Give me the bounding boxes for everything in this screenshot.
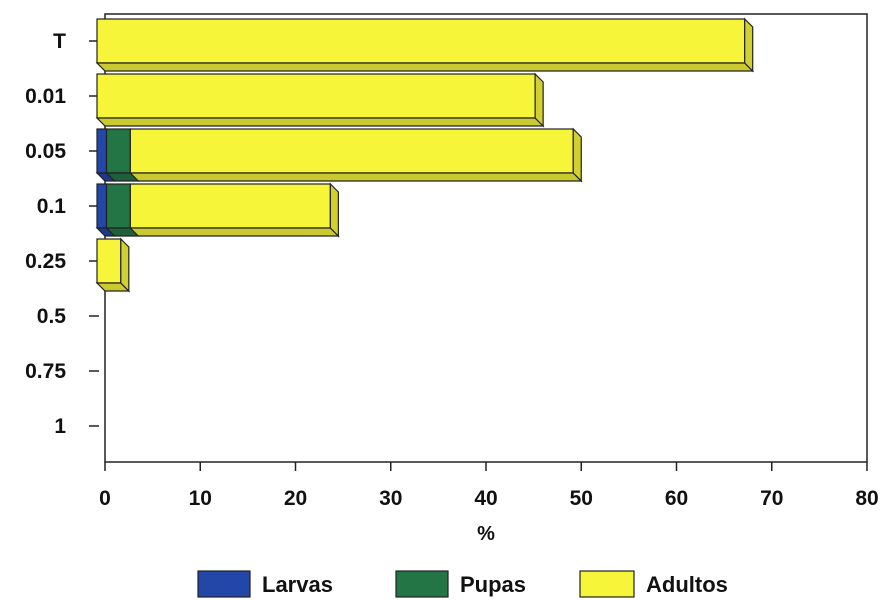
x-tick-label: 40 (474, 487, 497, 510)
bar-segment-adultos (96, 18, 746, 64)
legend-swatch-pupas (395, 570, 449, 598)
bar-segment-larvas (96, 183, 108, 229)
y-tick-label: T (53, 30, 66, 53)
bar-end-face (329, 182, 339, 238)
x-tick-label: 0 (99, 487, 111, 510)
x-axis-title: % (477, 523, 495, 545)
y-tick-label: 0.75 (25, 360, 66, 383)
bar-end-face (120, 237, 130, 293)
bar-end-face (744, 17, 754, 73)
y-tick-label: 0.25 (25, 250, 66, 273)
legend: Larvas Pupas Adultos (197, 570, 728, 598)
y-tick-label: 0.05 (25, 140, 66, 163)
legend-swatch-larvas (197, 570, 251, 598)
x-tick-label: 20 (284, 487, 307, 510)
x-tick-label: 70 (760, 487, 783, 510)
bar-segment-depth (128, 227, 340, 237)
y-tick-label: 0.1 (37, 195, 67, 218)
legend-swatch-adultos (579, 570, 635, 598)
bar-segment-adultos (129, 128, 574, 174)
legend-label-adultos: Adultos (646, 572, 728, 597)
legend-label-pupas: Pupas (460, 572, 526, 597)
x-tick-label: 30 (379, 487, 402, 510)
bar-segment-adultos (96, 73, 536, 119)
x-tick-label: 10 (189, 487, 212, 510)
x-tick-label: 60 (665, 487, 688, 510)
bars (95, 17, 755, 293)
bar-end-face (534, 72, 544, 128)
bar-segment-depth (95, 62, 755, 72)
y-tick-label: 0.01 (25, 85, 66, 108)
y-tick-label: 1 (54, 415, 66, 438)
bar-segment-adultos (96, 238, 122, 284)
bar-segment-pupas (105, 183, 131, 229)
bar-segment-depth (95, 117, 545, 127)
bar-segment-larvas (96, 128, 108, 174)
x-tick-label: 50 (570, 487, 593, 510)
bar-segment-depth (128, 172, 583, 182)
y-tick-label: 0.5 (37, 305, 67, 328)
bar-segment-adultos (129, 183, 331, 229)
y-axis: T 0.01 0.05 0.1 0.25 0.5 0.75 1 (25, 30, 99, 438)
bar-segment-pupas (105, 128, 131, 174)
legend-label-larvas: Larvas (262, 572, 333, 597)
x-tick-label: 80 (855, 487, 878, 510)
x-axis: 0 10 20 30 40 50 60 70 80 (99, 462, 879, 510)
bar-end-face (572, 127, 582, 183)
